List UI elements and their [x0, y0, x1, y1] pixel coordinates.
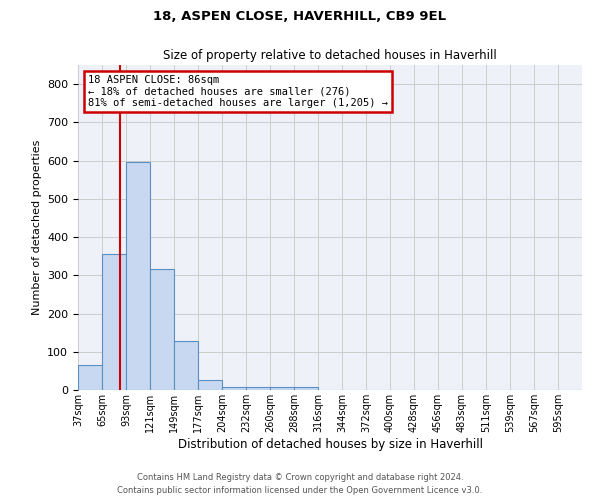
Bar	[102, 254, 126, 390]
Bar	[222, 386, 246, 390]
Bar	[126, 162, 150, 390]
X-axis label: Distribution of detached houses by size in Haverhill: Distribution of detached houses by size …	[178, 438, 482, 450]
Title: Size of property relative to detached houses in Haverhill: Size of property relative to detached ho…	[163, 50, 497, 62]
Bar	[246, 387, 270, 390]
Bar	[270, 387, 294, 390]
Bar	[174, 341, 198, 390]
Bar	[198, 380, 222, 390]
Bar	[294, 388, 318, 390]
Y-axis label: Number of detached properties: Number of detached properties	[32, 140, 41, 315]
Text: Contains HM Land Registry data © Crown copyright and database right 2024.
Contai: Contains HM Land Registry data © Crown c…	[118, 474, 482, 495]
Bar	[78, 365, 102, 390]
Text: 18 ASPEN CLOSE: 86sqm
← 18% of detached houses are smaller (276)
81% of semi-det: 18 ASPEN CLOSE: 86sqm ← 18% of detached …	[88, 74, 388, 108]
Bar	[150, 269, 174, 390]
Text: 18, ASPEN CLOSE, HAVERHILL, CB9 9EL: 18, ASPEN CLOSE, HAVERHILL, CB9 9EL	[154, 10, 446, 23]
